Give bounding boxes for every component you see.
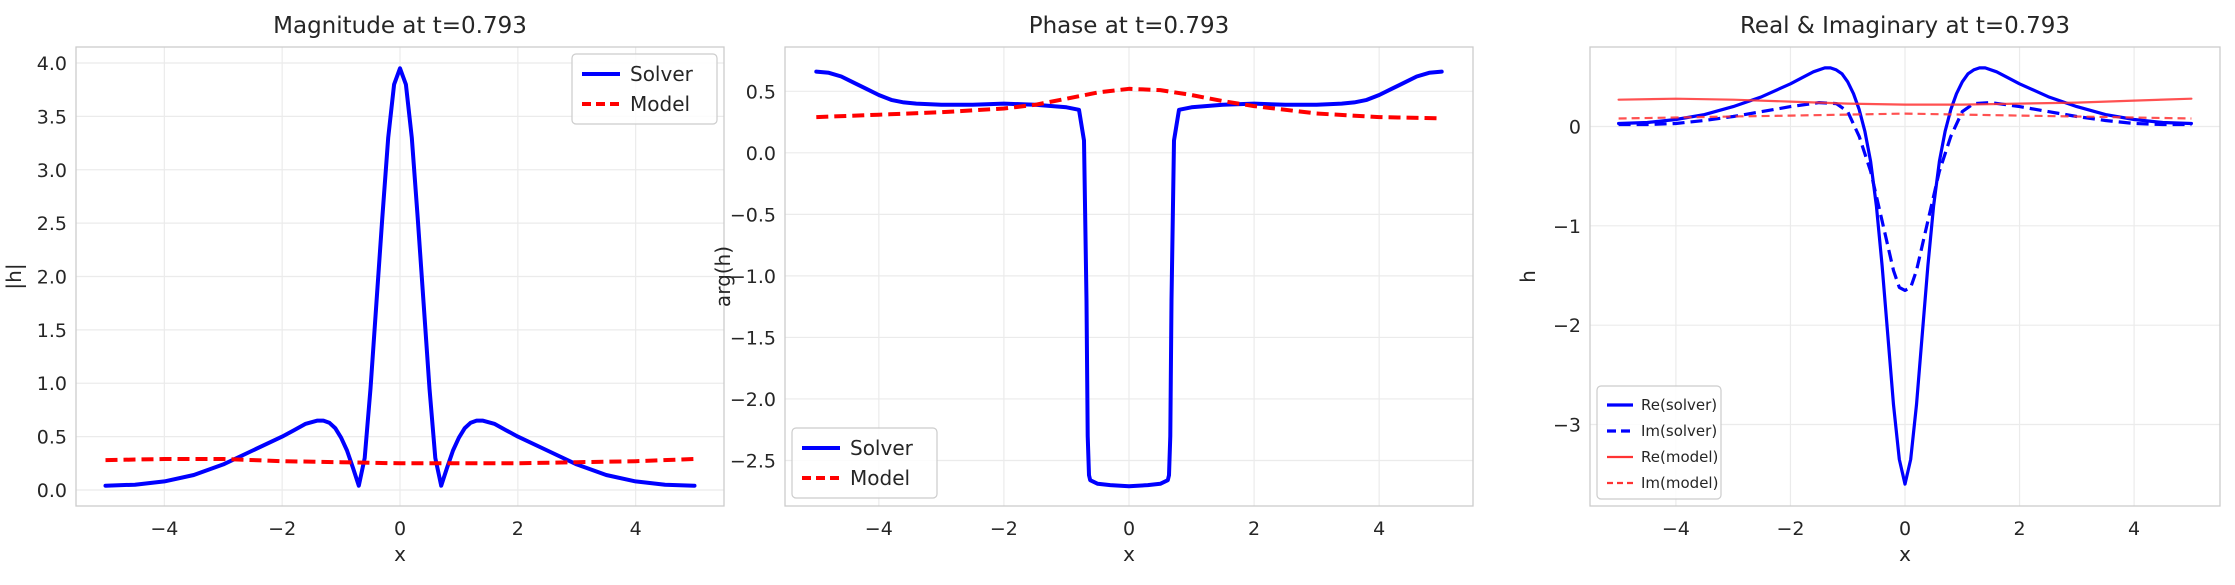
phase-series xyxy=(814,69,1444,489)
legend-label: Re(model) xyxy=(1641,448,1718,466)
real-imaginary-y-axis-label: h xyxy=(1516,270,1540,283)
y-tick-label: 4.0 xyxy=(37,53,67,75)
y-tick-label: −3 xyxy=(1553,415,1581,437)
legend-label: Im(model) xyxy=(1641,474,1718,492)
series-line xyxy=(816,86,1442,121)
legend-box xyxy=(1596,385,1722,500)
phase-legend: Solver Model xyxy=(791,427,938,499)
magnitude-series xyxy=(103,66,697,488)
x-tick-label: 0 xyxy=(1899,518,1911,540)
y-tick-label: 2.5 xyxy=(37,213,67,235)
real-imaginary-series xyxy=(1617,66,2193,486)
real-imaginary-chart: −4 −2 0 2 4 0 −1 −2 −3 Real & Imaginary at t=0.7… xyxy=(1516,13,2221,566)
magnitude-x-axis-label: x xyxy=(394,542,406,566)
phase-x-axis-label: x xyxy=(1123,542,1135,566)
phase-plot-frame xyxy=(784,46,1474,507)
x-tick-label: 2 xyxy=(2013,518,2025,540)
y-tick-label: −2 xyxy=(1553,315,1581,337)
legend-label: Re(solver) xyxy=(1641,396,1717,414)
y-tick-label: 1.5 xyxy=(37,320,67,342)
magnitude-plot-frame xyxy=(75,46,725,507)
phase-tick-labels: −4 −2 0 2 4 0.5 0.0 −0.5 −1.0 −1.5 −2.0 −2.5 xyxy=(730,81,1385,540)
y-tick-label: −2.5 xyxy=(730,450,776,472)
x-tick-label: 4 xyxy=(1373,518,1385,540)
magnitude-title: Magnitude at t=0.793 xyxy=(273,13,527,39)
y-tick-label: 3.5 xyxy=(37,106,67,128)
y-tick-label: −1.0 xyxy=(730,266,776,288)
real-imaginary-tick-labels: −4 −2 0 2 4 0 −1 −2 −3 xyxy=(1553,116,2140,540)
real-imaginary-title: Real & Imaginary at t=0.793 xyxy=(1740,13,2070,39)
x-tick-label: −4 xyxy=(150,518,178,540)
magnitude-y-axis-label: |h| xyxy=(2,263,26,289)
y-tick-label: 0.0 xyxy=(746,143,776,165)
legend-label: Solver xyxy=(630,62,694,86)
magnitude-tick-labels: −4 −2 0 2 4 0.0 0.5 1.0 1.5 2.0 2.5 3.0 3.5 4.0 xyxy=(37,53,642,540)
legend-box xyxy=(571,53,718,125)
y-tick-label: 0.5 xyxy=(746,81,776,103)
phase-y-axis-label: arg(h) xyxy=(711,246,735,307)
x-tick-label: 0 xyxy=(1123,518,1135,540)
x-tick-label: −2 xyxy=(990,518,1018,540)
series-line xyxy=(814,69,1444,489)
series-line xyxy=(105,457,695,466)
x-tick-label: −2 xyxy=(1776,518,1804,540)
x-tick-label: −2 xyxy=(268,518,296,540)
legend-box xyxy=(791,427,938,499)
y-tick-label: 2.0 xyxy=(37,267,67,289)
series-line xyxy=(1617,66,2193,486)
magnitude-legend: Solver Model xyxy=(571,53,718,125)
y-tick-label: −1.5 xyxy=(730,327,776,349)
y-tick-label: 1.0 xyxy=(37,373,67,395)
legend-label: Model xyxy=(850,466,910,490)
y-tick-label: −0.5 xyxy=(730,204,776,226)
x-tick-label: 4 xyxy=(2128,518,2140,540)
magnitude-chart: −4 −2 0 2 4 0.0 0.5 1.0 1.5 2.0 2.5 3.0 3.5 4.0 Magni… xyxy=(2,13,725,566)
series-line xyxy=(103,66,697,488)
legend-label: Im(solver) xyxy=(1641,422,1717,440)
series-line xyxy=(1618,101,2192,292)
legend-label: Solver xyxy=(850,436,914,460)
x-tick-label: −4 xyxy=(865,518,893,540)
y-tick-label: 3.0 xyxy=(37,160,67,182)
x-tick-label: 4 xyxy=(630,518,642,540)
y-tick-label: 0.0 xyxy=(37,480,67,502)
phase-chart: −4 −2 0 2 4 0.5 0.0 −0.5 −1.0 −1.5 −2.0 −2.5 Phase … xyxy=(711,13,1474,566)
legend-label: Model xyxy=(630,92,690,116)
y-tick-label: −2.0 xyxy=(730,389,776,411)
y-tick-label: 0 xyxy=(1569,116,1581,138)
x-tick-label: 2 xyxy=(512,518,524,540)
real-imaginary-legend: Re(solver) Im(solver) Re(model) Im(model) xyxy=(1596,385,1722,500)
x-tick-label: 2 xyxy=(1248,518,1260,540)
real-imaginary-plot-frame xyxy=(1589,46,2221,507)
y-tick-label: −1 xyxy=(1553,216,1581,238)
real-imaginary-x-axis-label: x xyxy=(1899,542,1911,566)
phase-title: Phase at t=0.793 xyxy=(1029,13,1230,39)
x-tick-label: 0 xyxy=(394,518,406,540)
series-line xyxy=(1617,97,2193,106)
x-tick-label: −4 xyxy=(1662,518,1690,540)
y-tick-label: 0.5 xyxy=(37,427,67,449)
series-line xyxy=(1618,112,2192,120)
